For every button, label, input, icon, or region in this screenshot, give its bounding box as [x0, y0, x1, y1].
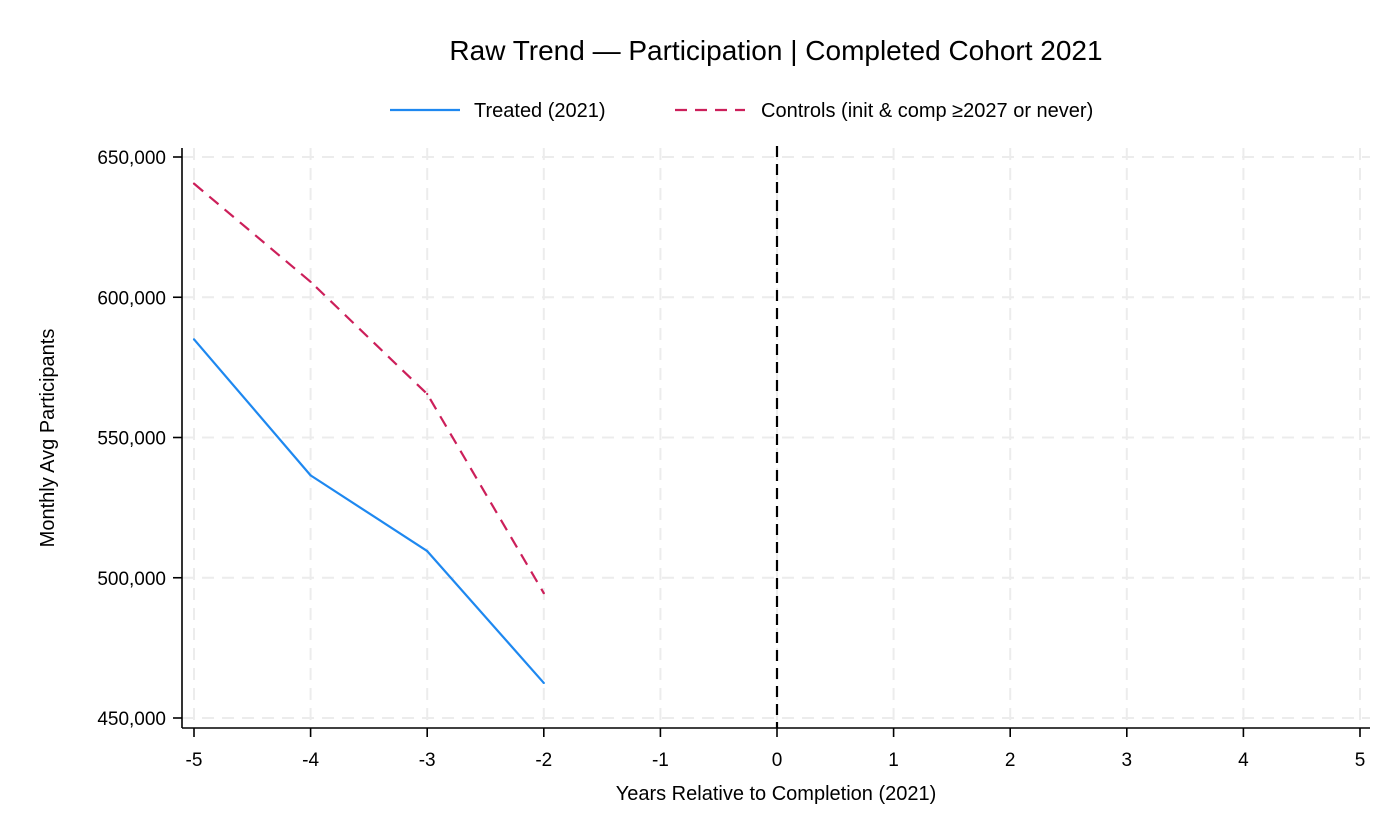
- y-tick-label: 450,000: [97, 709, 166, 730]
- x-tick-label: -1: [652, 750, 669, 771]
- data-point-treated: [309, 474, 312, 477]
- x-tick-label: -3: [419, 750, 436, 771]
- y-tick-label: 650,000: [97, 148, 166, 169]
- x-tick-label: 4: [1238, 750, 1249, 771]
- x-tick-label: -4: [302, 750, 319, 771]
- x-axis-label: Years Relative to Completion (2021): [616, 783, 937, 805]
- legend-label-treated: Treated (2021): [474, 100, 606, 122]
- data-point-treated: [542, 681, 545, 685]
- y-tick-label: 600,000: [97, 288, 166, 309]
- data-point-controls: [309, 280, 312, 283]
- data-point-treated: [426, 550, 429, 553]
- x-tick-label: 3: [1122, 750, 1133, 771]
- x-tick-label: 0: [772, 750, 783, 771]
- y-axis-label: Monthly Avg Participants: [37, 329, 59, 548]
- x-tick-label: 5: [1355, 750, 1366, 771]
- legend: Treated (2021) Controls (init & comp ≥20…: [390, 100, 1093, 122]
- data-point-controls: [542, 592, 545, 595]
- x-ticks: -5 -4 -3 -2 -1 0 1 2 3 4 5: [186, 728, 1366, 771]
- data-point-treated: [192, 338, 196, 341]
- x-tick-label: -5: [186, 750, 203, 771]
- y-tick-label: 550,000: [97, 429, 166, 450]
- data-point-controls: [426, 392, 429, 396]
- series-layer: [192, 182, 545, 685]
- x-tick-label: 2: [1005, 750, 1016, 771]
- series-line-controls: [193, 182, 545, 594]
- legend-label-controls: Controls (init & comp ≥2027 or never): [761, 100, 1093, 122]
- grid: [182, 148, 1370, 728]
- data-point-controls: [192, 182, 196, 185]
- y-tick-label: 500,000: [97, 569, 166, 590]
- x-tick-label: 1: [888, 750, 899, 771]
- y-ticks: 450,000 500,000 550,000 600,000 650,000: [97, 148, 182, 730]
- x-tick-label: -2: [535, 750, 552, 771]
- series-line-treated: [193, 338, 545, 684]
- chart-title: Raw Trend — Participation | Completed Co…: [449, 35, 1102, 66]
